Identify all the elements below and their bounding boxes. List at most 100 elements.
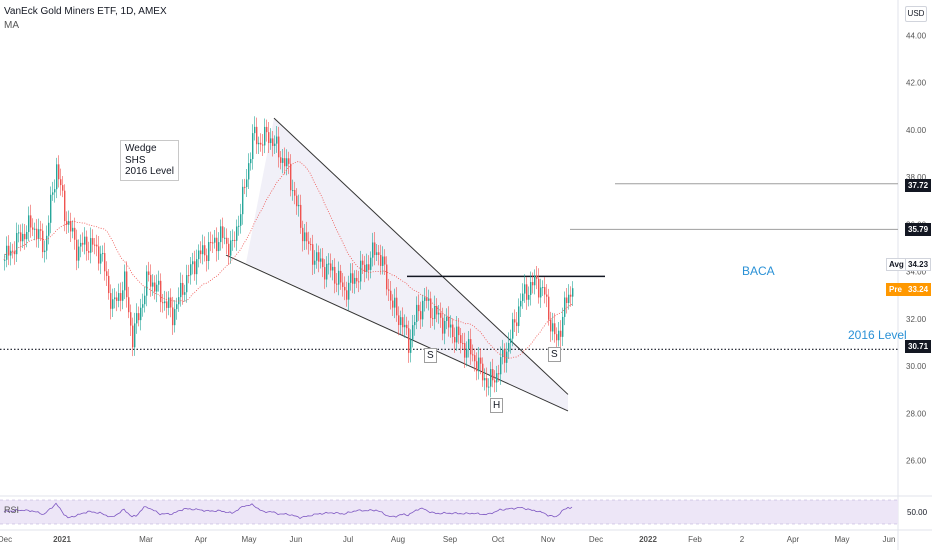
candle-body — [534, 275, 536, 286]
level-2016-label[interactable]: 2016 Level — [848, 328, 907, 342]
candle-body — [350, 273, 352, 283]
annotation-note[interactable]: Wedge SHS 2016 Level — [120, 140, 179, 181]
candle-body — [22, 233, 24, 242]
candle-body — [256, 126, 258, 145]
candle-body — [468, 339, 470, 349]
candle-body — [270, 138, 272, 144]
y-tick-label: 30.00 — [906, 362, 927, 371]
candle-body — [158, 280, 160, 285]
candle-body — [440, 312, 442, 318]
candle-body — [136, 313, 138, 324]
candle-body — [70, 220, 72, 232]
wedge-fill — [246, 118, 568, 411]
candle-body — [456, 326, 458, 343]
x-tick-label: May — [834, 535, 849, 544]
candle-body — [340, 270, 342, 283]
candle-body — [44, 250, 46, 253]
candle-body — [332, 266, 334, 271]
candle-body — [520, 300, 522, 307]
candle-body — [148, 271, 150, 275]
candle-body — [392, 300, 394, 308]
candle-body — [260, 142, 262, 145]
candle-body — [460, 335, 462, 344]
candle-body — [110, 293, 112, 309]
candle-body — [522, 293, 524, 301]
candle-body — [112, 299, 114, 309]
candle-body — [208, 242, 210, 261]
candle-body — [120, 293, 122, 301]
candle-body — [508, 342, 510, 352]
candle-body — [66, 221, 68, 225]
candle-body — [156, 284, 158, 292]
candle-body — [462, 343, 464, 345]
candle-body — [262, 144, 264, 146]
candle-body — [322, 258, 324, 268]
candle-body — [554, 323, 556, 335]
candle-body — [278, 136, 280, 158]
candle-body — [306, 232, 308, 242]
currency-button[interactable]: USD — [905, 6, 927, 22]
candle-body — [280, 157, 282, 163]
x-tick-label: Dec — [0, 535, 12, 544]
baca-label[interactable]: BACA — [742, 264, 775, 278]
candle-body — [230, 240, 232, 256]
candle-body — [188, 275, 190, 277]
candle-body — [548, 296, 550, 320]
x-tick-label: Dec — [589, 535, 603, 544]
candle-body — [486, 378, 488, 388]
candle-body — [562, 316, 564, 337]
candle-body — [518, 306, 520, 327]
candle-body — [220, 226, 222, 243]
candle-body — [546, 294, 548, 297]
candle-body — [426, 297, 428, 301]
candle-body — [26, 232, 28, 240]
candle-body — [154, 282, 156, 292]
candle-body — [228, 243, 230, 256]
candle-body — [250, 159, 252, 164]
indicator-label-ma[interactable]: MA — [4, 20, 19, 31]
candle-body — [510, 338, 512, 343]
candle-body — [170, 297, 172, 308]
candle-body — [560, 330, 562, 337]
candle-body — [530, 282, 532, 295]
candle-body — [418, 304, 420, 312]
pre-market-tag-label: Pre — [886, 283, 905, 296]
candle-body — [446, 316, 448, 321]
candle-body — [402, 317, 404, 328]
candle-body — [192, 261, 194, 265]
pre-market-tag-value: 33.24 — [905, 283, 932, 296]
candle-body — [12, 250, 14, 252]
candle-body — [282, 158, 284, 163]
candle-body — [72, 227, 74, 232]
candle-body — [492, 369, 494, 381]
candle-body — [348, 282, 350, 300]
candle-body — [60, 179, 62, 186]
pattern-label-s-left[interactable]: S — [424, 348, 437, 363]
candle-body — [40, 229, 42, 231]
pattern-label-h[interactable]: H — [490, 398, 504, 413]
candle-body — [244, 186, 246, 188]
candle-body — [68, 220, 70, 225]
pattern-label-s-right[interactable]: S — [548, 347, 561, 362]
candle-body — [140, 307, 142, 321]
candle-body — [164, 301, 166, 304]
candle-body — [204, 245, 206, 256]
rsi-band — [0, 500, 898, 524]
candle-body — [18, 232, 20, 234]
candle-body — [10, 250, 12, 256]
candle-body — [200, 250, 202, 255]
price-tag-35-79: 35.79 — [905, 223, 932, 236]
candle-body — [206, 255, 208, 261]
candle-body — [544, 287, 546, 295]
candle-body — [472, 354, 474, 356]
candle-body — [388, 289, 390, 291]
candle-body — [272, 138, 274, 146]
candle-body — [512, 319, 514, 339]
candle-body — [224, 237, 226, 239]
candle-body — [160, 280, 162, 303]
rsi-label[interactable]: RSI — [4, 505, 20, 515]
candle-body — [400, 317, 402, 326]
candle-body — [354, 277, 356, 284]
candle-body — [102, 253, 104, 255]
